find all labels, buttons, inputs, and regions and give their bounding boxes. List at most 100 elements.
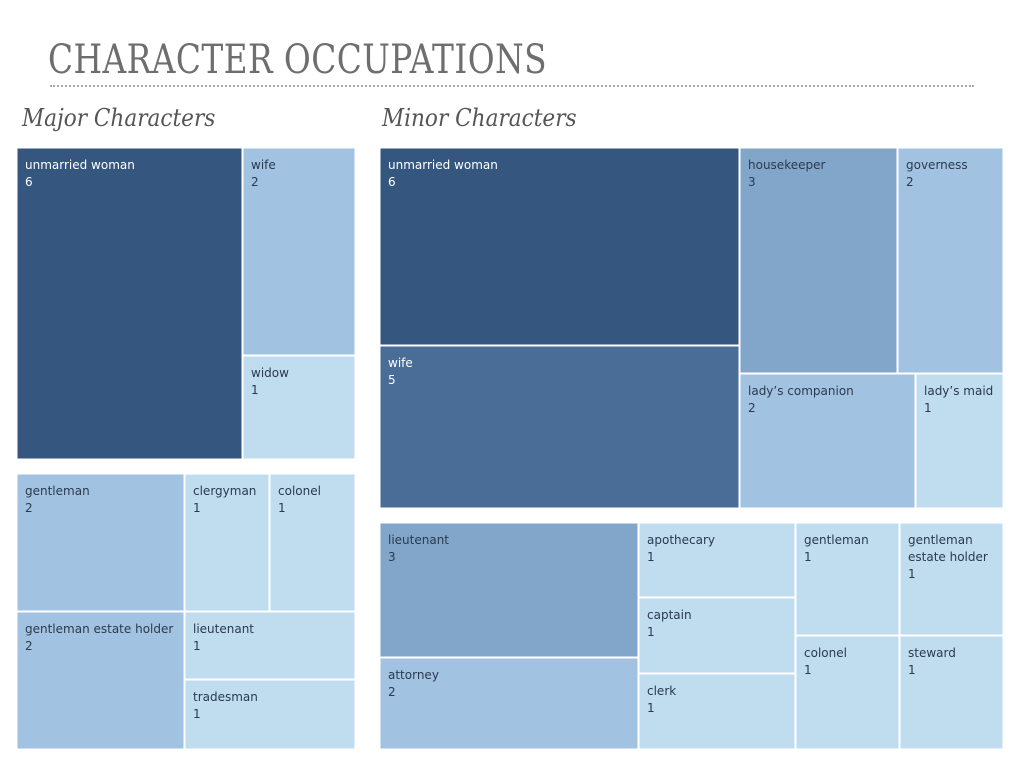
treemap-rect[interactable] [379, 345, 740, 509]
treemap-rect[interactable] [915, 373, 1004, 509]
treemap-cell-minor-clerk[interactable]: clerk 1 [638, 673, 796, 750]
treemap-cell-major-gentleman[interactable]: gentleman 2 [16, 473, 185, 612]
treemap-cell-major-widow[interactable]: widow 1 [242, 355, 356, 460]
treemap-label: colonel [804, 646, 847, 660]
treemap-cell-major-wife[interactable]: wife 2 [242, 147, 356, 356]
treemap-rect[interactable] [638, 673, 796, 750]
treemap-cell-minor-captain[interactable]: captain 1 [638, 597, 796, 674]
treemap-rect[interactable] [16, 473, 185, 612]
minor-characters-heading: Minor Characters [382, 104, 577, 132]
treemap-label: gentleman [804, 533, 869, 547]
treemap-rect[interactable] [242, 147, 356, 356]
treemap-rect[interactable] [379, 522, 639, 658]
treemap-value: 2 [25, 639, 33, 653]
treemap-cell-major-lieutenant[interactable]: lieutenant 1 [184, 611, 356, 680]
treemap-value: 2 [25, 501, 33, 515]
treemap-cell-major-tradesman[interactable]: tradesman 1 [184, 679, 356, 750]
treemap-value: 1 [924, 401, 932, 415]
treemap-rect[interactable] [739, 373, 916, 509]
treemap-value: 2 [906, 175, 914, 189]
treemap-label: unmarried woman [25, 158, 135, 172]
treemap-label: lady’s companion [748, 384, 854, 398]
treemap-value: 1 [647, 550, 655, 564]
treemap-cell-minor-apothecary[interactable]: apothecary 1 [638, 522, 796, 598]
treemap-value: 3 [388, 550, 396, 564]
treemap-value: 1 [804, 663, 812, 677]
treemap-label: tradesman [193, 690, 258, 704]
treemap-value: 1 [278, 501, 286, 515]
treemap-rect[interactable] [739, 147, 898, 374]
treemap-cell-minor-lady-s-maid[interactable]: lady’s maid 1 [915, 373, 1004, 509]
treemap-cell-minor-governess[interactable]: governess 2 [897, 147, 1004, 374]
treemap-rect[interactable] [795, 635, 900, 750]
treemap-value: 1 [193, 707, 201, 721]
major-characters-heading: Major Characters [22, 104, 216, 132]
major-characters-treemap: unmarried woman 6 wife 2 widow 1 gentleman 2 cle… [16, 147, 356, 750]
treemap-rect[interactable] [379, 657, 639, 750]
treemap-cell-minor-lieutenant[interactable]: lieutenant 3 [379, 522, 639, 658]
treemap-label: governess [906, 158, 968, 172]
treemap-rect[interactable] [795, 522, 900, 636]
treemap-value: 6 [388, 175, 396, 189]
treemap-label: estate holder [908, 550, 988, 564]
treemap-rect[interactable] [638, 522, 796, 598]
treemap-rect[interactable] [269, 473, 356, 612]
treemap-label: lady’s maid [924, 384, 993, 398]
treemap-rect[interactable] [16, 611, 185, 750]
treemap-label: housekeeper [748, 158, 825, 172]
treemap-value: 2 [251, 175, 259, 189]
treemap-cell-minor-attorney[interactable]: attorney 2 [379, 657, 639, 750]
treemap-value: 1 [193, 639, 201, 653]
treemap-cell-minor-gentleman[interactable]: gentleman 1 [795, 522, 900, 636]
treemap-rect[interactable] [242, 355, 356, 460]
minor-characters-treemap: unmarried woman 6 housekeeper 3 governess 2 wi… [379, 147, 1004, 750]
treemap-rect[interactable] [379, 147, 740, 346]
treemap-cell-minor-colonel[interactable]: colonel 1 [795, 635, 900, 750]
treemap-label: attorney [388, 668, 439, 682]
treemap-label: gentleman [25, 484, 90, 498]
treemap-value: 2 [388, 685, 396, 699]
treemap-rect[interactable] [899, 635, 1004, 750]
treemap-label: captain [647, 608, 692, 622]
treemap-value: 1 [193, 501, 201, 515]
treemap-cell-major-colonel[interactable]: colonel 1 [269, 473, 356, 612]
treemap-rect[interactable] [184, 611, 356, 680]
treemap-value: 2 [748, 401, 756, 415]
treemap-cell-minor-unmarried-woman[interactable]: unmarried woman 6 [379, 147, 740, 346]
treemap-label: clerk [647, 684, 676, 698]
treemap-cell-major-clergyman[interactable]: clergyman 1 [184, 473, 270, 612]
title-divider [50, 85, 974, 87]
treemap-value: 3 [748, 175, 756, 189]
treemap-value: 1 [647, 625, 655, 639]
treemap-label: wife [388, 356, 413, 370]
treemap-cell-minor-gentleman-estate-holder[interactable]: gentleman estate holder 1 [899, 522, 1004, 636]
page-title: CHARACTER OCCUPATIONS [48, 37, 547, 83]
treemap-label: widow [251, 366, 289, 380]
treemap-value: 1 [804, 550, 812, 564]
treemap-label: wife [251, 158, 276, 172]
treemap-cell-minor-housekeeper[interactable]: housekeeper 3 [739, 147, 898, 374]
treemap-value: 1 [647, 701, 655, 715]
treemap-label: apothecary [647, 533, 715, 547]
treemap-label: gentleman [908, 533, 973, 547]
treemap-rect[interactable] [638, 597, 796, 674]
treemap-label: lieutenant [388, 533, 449, 547]
treemap-cell-minor-steward[interactable]: steward 1 [899, 635, 1004, 750]
treemap-rect[interactable] [899, 522, 1004, 636]
treemap-cell-minor-wife[interactable]: wife 5 [379, 345, 740, 509]
treemap-cell-major-unmarried-woman[interactable]: unmarried woman 6 [16, 147, 243, 460]
treemap-rect[interactable] [184, 679, 356, 750]
treemap-rect[interactable] [16, 147, 243, 460]
treemap-cell-major-gentleman-estate-holder[interactable]: gentleman estate holder 2 [16, 611, 185, 750]
treemap-value: 6 [25, 175, 33, 189]
treemap-value: 1 [908, 663, 916, 677]
treemap-value: 1 [908, 567, 916, 581]
treemap-label: colonel [278, 484, 321, 498]
treemap-label: steward [908, 646, 956, 660]
treemap-value: 5 [388, 373, 396, 387]
treemap-rect[interactable] [897, 147, 1004, 374]
treemap-label: unmarried woman [388, 158, 498, 172]
treemap-rect[interactable] [184, 473, 270, 612]
treemap-cell-minor-lady-s-companion[interactable]: lady’s companion 2 [739, 373, 916, 509]
treemap-label: lieutenant [193, 622, 254, 636]
